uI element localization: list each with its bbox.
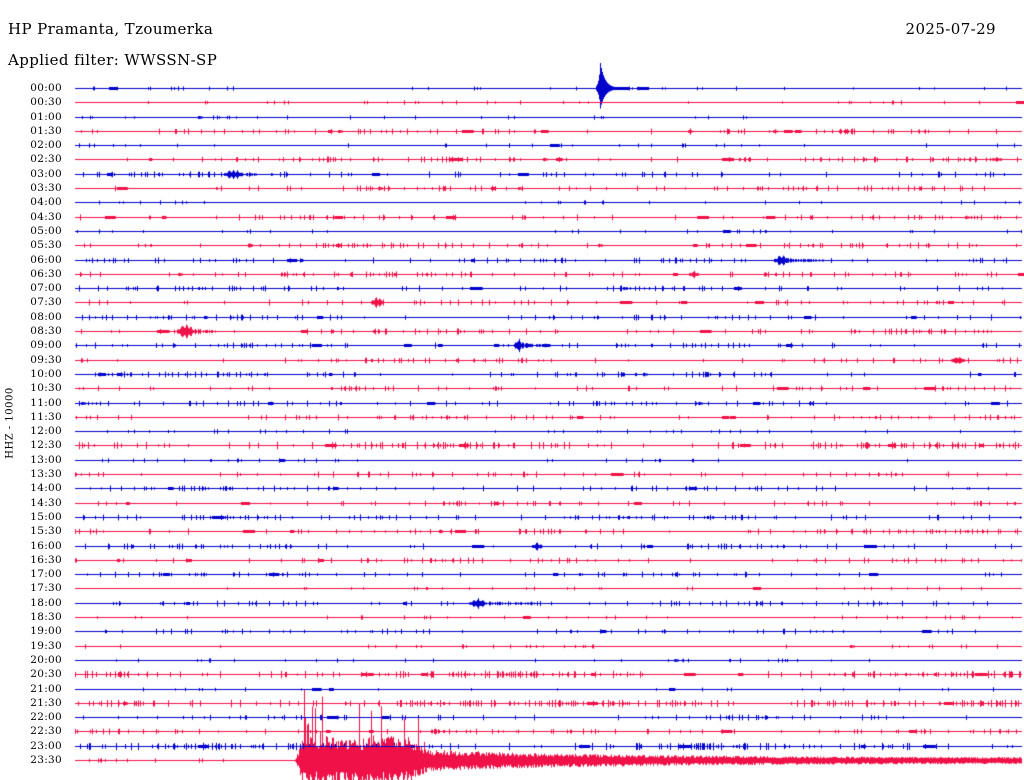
helicorder-plot: HP Pramanta, Tzoumerka 2025-07-29 Applie…: [0, 0, 1024, 780]
seismogram-traces: [0, 0, 1024, 780]
